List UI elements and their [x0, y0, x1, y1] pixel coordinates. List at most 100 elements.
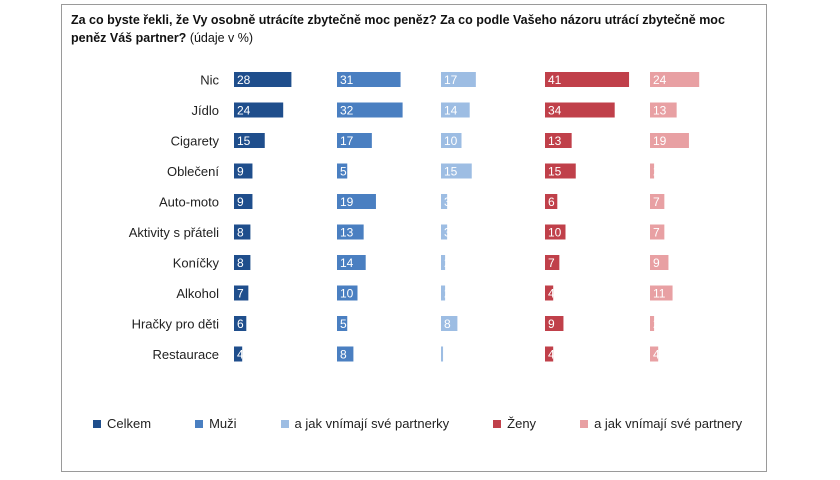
- bar-4-2: [650, 133, 689, 148]
- data-label: 6: [237, 317, 244, 331]
- bar-4-3: [650, 163, 655, 179]
- data-label: 8: [237, 256, 244, 270]
- bar-0-6: [234, 255, 251, 270]
- bar-4-9: [650, 346, 659, 362]
- bar-0-3: [234, 163, 253, 179]
- bar-4-6: [650, 255, 669, 270]
- bar-1-8: [337, 316, 348, 331]
- data-label: 6: [548, 195, 555, 209]
- chart-title-main: Za co byste řekli, že Vy osobně utrácíte…: [71, 13, 725, 45]
- chart-title: Za co byste řekli, že Vy osobně utrácíte…: [71, 11, 761, 47]
- data-label: 4: [548, 287, 555, 301]
- bar-1-6: [337, 255, 366, 270]
- category-label: Nic: [200, 73, 219, 88]
- data-label: 8: [444, 317, 451, 331]
- bar-1-0: [337, 72, 401, 87]
- bar-0-9: [234, 346, 243, 362]
- legend-swatch: [280, 419, 289, 428]
- legend-swatch: [195, 419, 204, 428]
- data-label: 41: [548, 73, 562, 87]
- data-label: 5: [340, 317, 347, 331]
- data-label: 7: [237, 287, 244, 301]
- bar-0-8: [234, 316, 247, 331]
- category-label: Jídlo: [192, 103, 219, 118]
- chart-frame: Za co byste řekli, že Vy osobně utrácíte…: [61, 4, 767, 472]
- bar-2-4: [441, 194, 448, 209]
- data-label: 10: [340, 287, 354, 301]
- bar-3-5: [545, 224, 566, 240]
- data-label: 32: [340, 104, 354, 118]
- bar-4-1: [650, 102, 677, 118]
- category-label: Hračky pro děti: [132, 317, 220, 332]
- bar-1-5: [337, 224, 364, 240]
- bar-4-4: [650, 194, 665, 209]
- legend-item: a jak vnímají své partnerky: [280, 416, 450, 431]
- data-label: 13: [340, 226, 354, 240]
- bar-2-1: [441, 102, 470, 118]
- bar-4-7: [650, 285, 673, 301]
- category-label: Alkohol: [176, 286, 219, 301]
- chart-legend: Celkem Muži a jak vnímají své partnerky Žen…: [93, 416, 742, 431]
- data-label: 9: [653, 256, 660, 270]
- bar-0-5: [234, 224, 251, 240]
- bar-4-5: [650, 224, 665, 240]
- bar-1-9: [337, 346, 354, 362]
- bar-3-4: [545, 194, 558, 209]
- bar-2-8: [441, 316, 458, 331]
- legend-label: Muži: [209, 416, 237, 431]
- bar-2-7: [441, 285, 446, 301]
- bar-0-2: [234, 133, 265, 148]
- data-label: 17: [444, 73, 458, 87]
- bar-2-9: [441, 346, 444, 362]
- bar-3-1: [545, 102, 615, 118]
- bar-4-0: [650, 72, 700, 87]
- data-label: 10: [548, 226, 562, 240]
- chart-title-unit: (údaje v %): [189, 31, 254, 45]
- bar-1-2: [337, 133, 372, 148]
- legend-label: Ženy: [507, 416, 537, 431]
- bar-1-4: [337, 194, 376, 209]
- category-label: Auto-moto: [159, 195, 219, 210]
- bar-0-0: [234, 72, 292, 87]
- legend-label: a jak vnímají své partnerky: [294, 416, 450, 431]
- data-label: 15: [444, 165, 458, 179]
- data-label: 1: [444, 348, 451, 362]
- category-label: Koníčky: [173, 256, 220, 271]
- data-label: 13: [653, 104, 667, 118]
- bar-3-9: [545, 346, 554, 362]
- bar-0-1: [234, 102, 284, 118]
- bar-0-4: [234, 194, 253, 209]
- data-label: 4: [653, 348, 660, 362]
- legend-item: Celkem: [93, 416, 151, 431]
- data-label: 9: [237, 195, 244, 209]
- data-label: 13: [548, 134, 562, 148]
- bar-0-7: [234, 285, 249, 301]
- data-label: 2: [653, 317, 660, 331]
- bar-2-3: [441, 163, 472, 179]
- data-label: 3: [444, 226, 451, 240]
- legend-swatch: [493, 419, 502, 428]
- bar-2-0: [441, 72, 476, 87]
- data-label: 9: [237, 165, 244, 179]
- data-label: 14: [444, 104, 458, 118]
- bar-2-6: [441, 255, 446, 270]
- bar-3-2: [545, 133, 572, 148]
- bar-2-2: [441, 133, 462, 148]
- data-label: 2: [444, 256, 451, 270]
- data-label: 15: [237, 134, 251, 148]
- data-label: 34: [548, 104, 562, 118]
- bar-3-7: [545, 285, 554, 301]
- bar-4-8: [650, 316, 655, 331]
- category-label: Cigarety: [171, 134, 220, 149]
- data-label: 17: [340, 134, 354, 148]
- data-label: 15: [548, 165, 562, 179]
- data-label: 4: [548, 348, 555, 362]
- data-label: 9: [548, 317, 555, 331]
- bar-3-6: [545, 255, 560, 270]
- legend-item: a jak vnímají své partnery: [580, 416, 742, 431]
- category-label: Restaurace: [153, 347, 219, 362]
- bar-1-3: [337, 163, 348, 179]
- bar-1-1: [337, 102, 403, 118]
- data-label: 4: [237, 348, 244, 362]
